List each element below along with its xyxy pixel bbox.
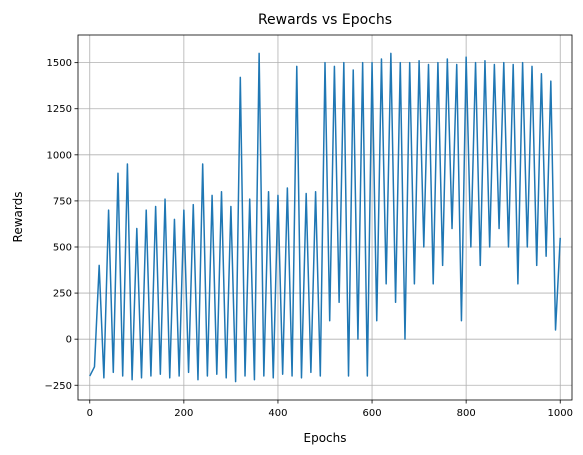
y-tick-label: 750 xyxy=(53,196,72,207)
x-tick-label: 0 xyxy=(87,408,93,419)
x-tick-label: 1000 xyxy=(548,408,573,419)
x-tick-label: 600 xyxy=(363,408,382,419)
y-axis-label: Rewards xyxy=(11,192,25,243)
rewards-line xyxy=(89,52,561,383)
x-axis-label: Epochs xyxy=(304,431,347,445)
x-tick-label: 200 xyxy=(174,408,193,419)
plot-frame xyxy=(77,34,573,401)
x-tick-label: 400 xyxy=(268,408,287,419)
y-tick-label: 1500 xyxy=(47,58,72,69)
ticks: 0 200 400 600 800 1000 −250 0 250 500 750 1000 1250 1… xyxy=(45,58,573,419)
chart-title: Rewards vs Epochs xyxy=(258,12,392,28)
y-tick-label: −250 xyxy=(45,381,72,392)
y-tick-label: 0 xyxy=(66,335,72,346)
y-tick-label: 1250 xyxy=(47,104,72,115)
y-tick-label: 1000 xyxy=(47,150,72,161)
x-tick-label: 800 xyxy=(457,408,476,419)
y-tick-label: 250 xyxy=(53,289,72,300)
y-tick-label: 500 xyxy=(53,242,72,253)
